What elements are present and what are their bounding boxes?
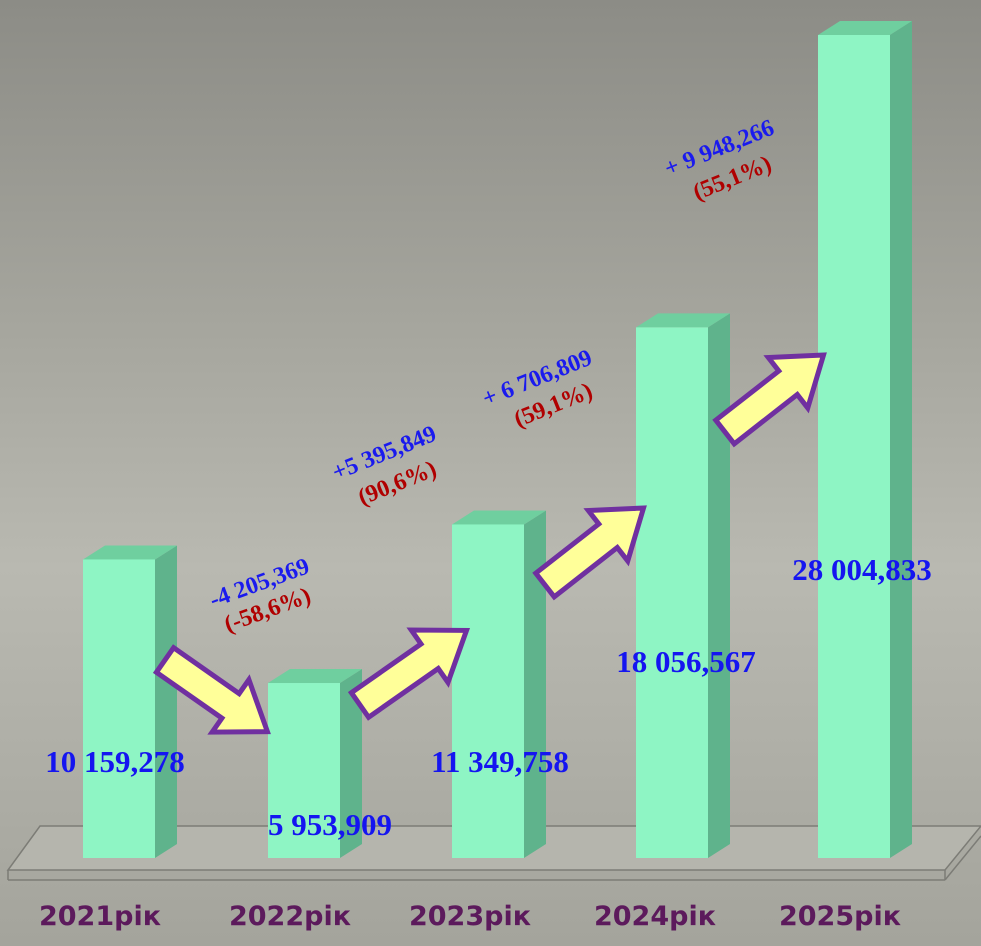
value-label: 18 056,567	[616, 644, 756, 679]
value-label: 11 349,758	[431, 744, 569, 779]
value-label: 28 004,833	[792, 552, 932, 587]
chart: -4 205,369 (-58,6%) +5 395,849 (90,6%) +…	[0, 0, 981, 946]
value-label: 5 953,909	[268, 807, 392, 842]
bar	[452, 524, 524, 858]
x-tick-label: 2022рік	[229, 901, 351, 932]
bar	[83, 559, 155, 858]
bar-side	[524, 510, 546, 858]
bar-side	[155, 545, 177, 858]
x-tick-label: 2023рік	[409, 901, 531, 932]
bar-side	[708, 313, 730, 858]
x-tick-label: 2025рік	[779, 901, 901, 932]
bar	[818, 35, 890, 858]
x-tick-label: 2024рік	[594, 901, 716, 932]
bar	[636, 327, 708, 858]
value-label: 10 159,278	[45, 744, 185, 779]
x-tick-label: 2021рік	[39, 901, 161, 932]
bar-side	[890, 21, 912, 858]
